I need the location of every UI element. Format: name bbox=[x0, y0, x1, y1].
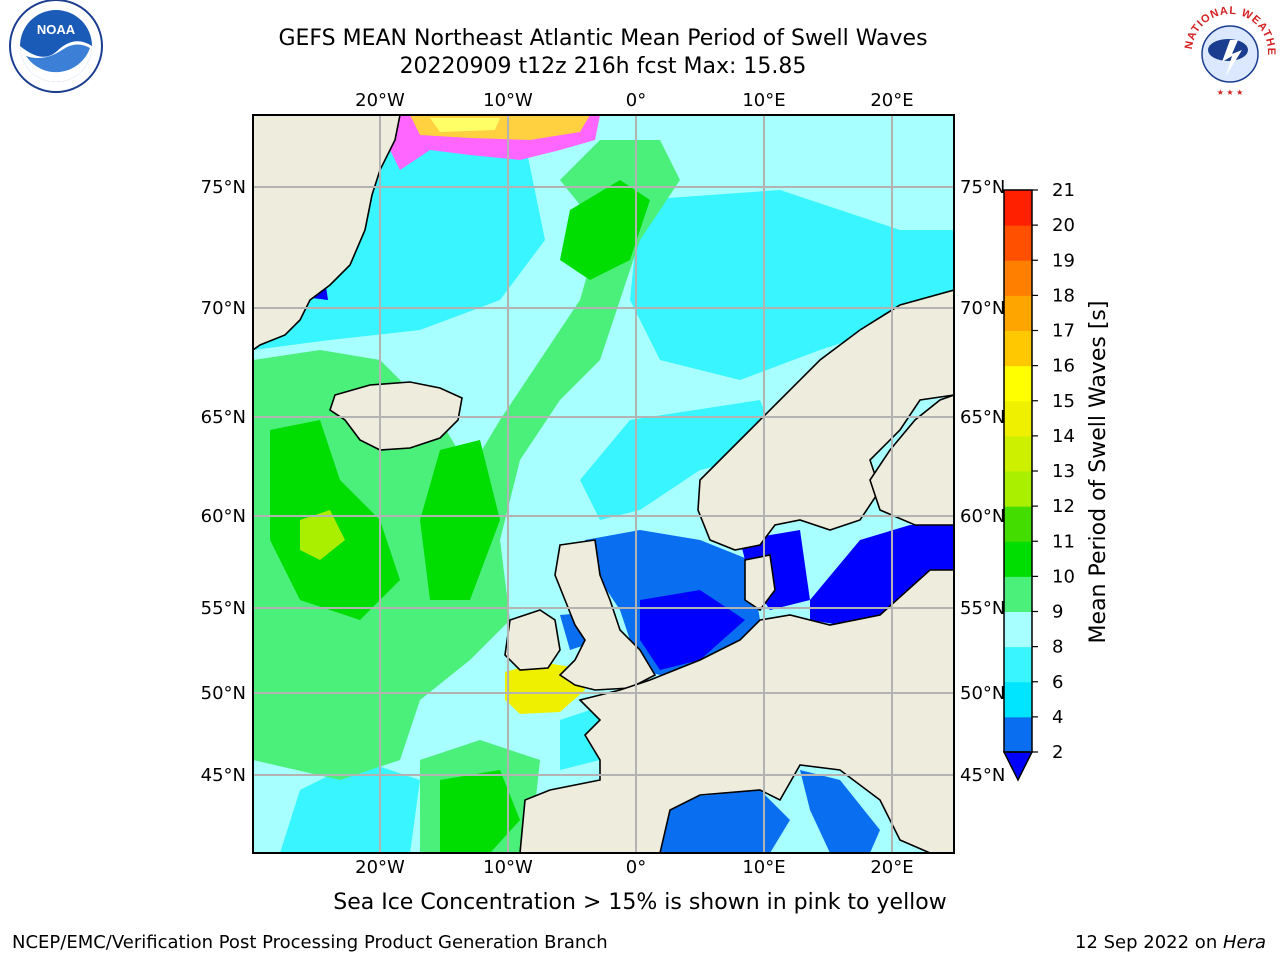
lat-label-left: 45°N bbox=[201, 765, 246, 786]
noaa-logo-text: NOAA bbox=[37, 22, 76, 37]
colorbar-segment bbox=[1004, 225, 1032, 261]
colorbar-tick-label: 12 bbox=[1052, 496, 1075, 517]
colorbar-segment bbox=[1004, 506, 1032, 542]
colorbar-segment bbox=[1004, 646, 1032, 683]
lat-label-left: 55°N bbox=[201, 598, 246, 619]
lat-label-left: 65°N bbox=[201, 407, 246, 428]
colorbar-segment bbox=[1004, 400, 1032, 437]
colorbar bbox=[1002, 189, 1034, 782]
colorbar-segment bbox=[1004, 330, 1032, 367]
colorbar-tick-label: 8 bbox=[1052, 637, 1063, 658]
lat-label-right: 50°N bbox=[960, 683, 1005, 704]
denmark bbox=[744, 554, 776, 612]
lon-label-bottom: 10°W bbox=[483, 857, 533, 878]
colorbar-tick-label: 20 bbox=[1052, 215, 1075, 236]
colorbar-tick-label: 9 bbox=[1052, 602, 1063, 623]
svg-text:★ ★ ★: ★ ★ ★ bbox=[1217, 88, 1244, 97]
colorbar-title: Mean Period of Swell Waves [s] bbox=[1086, 301, 1111, 644]
lon-label-bottom: 0° bbox=[626, 857, 646, 878]
footer-date: 12 Sep 2022 on Hera bbox=[1075, 932, 1266, 953]
lon-label-top: 10°E bbox=[742, 90, 785, 111]
colorbar-segment bbox=[1004, 611, 1032, 648]
ireland bbox=[504, 609, 561, 671]
nws-logo: NATIONAL WEATHER SERVICE ★ ★ ★ bbox=[1180, 0, 1276, 98]
lat-label-right: 70°N bbox=[960, 298, 1005, 319]
colorbar-segment bbox=[1004, 295, 1032, 331]
colorbar-tick-label: 18 bbox=[1052, 285, 1075, 306]
scandinavia bbox=[697, 289, 954, 551]
footer-date-text: 12 Sep 2022 on bbox=[1075, 932, 1223, 953]
lat-labels-left: 75°N 70°N 65°N 60°N 55°N 50°N 45°N bbox=[201, 177, 246, 786]
swell-field-12-13s bbox=[300, 510, 345, 560]
map-frame bbox=[252, 114, 955, 854]
lat-label-left: 70°N bbox=[201, 298, 246, 319]
lat-label-right: 65°N bbox=[960, 407, 1005, 428]
lat-label-right: 55°N bbox=[960, 598, 1005, 619]
colorbar-tick-labels: 2 4 6 8 9 10 11 12 13 14 15 16 17 18 19 20 21 bbox=[1032, 180, 1075, 763]
colorbar-tick-label: 4 bbox=[1052, 707, 1063, 728]
lon-label-top: 20°E bbox=[870, 90, 913, 111]
colorbar-segment bbox=[1004, 541, 1032, 577]
colorbar-tick-label: 21 bbox=[1052, 180, 1075, 201]
noaa-logo: NOAA bbox=[9, 0, 103, 93]
colorbar-segment bbox=[1004, 576, 1032, 612]
lat-label-right: 45°N bbox=[960, 765, 1005, 786]
lat-label-left: 60°N bbox=[201, 506, 246, 527]
swell-field-2-4s bbox=[305, 280, 954, 853]
colorbar-tick-label: 14 bbox=[1052, 426, 1075, 447]
continental-europe bbox=[519, 569, 954, 853]
colorbar-segment bbox=[1004, 471, 1032, 507]
lat-label-left: 75°N bbox=[201, 177, 246, 198]
colorbar-tick-label: 19 bbox=[1052, 250, 1075, 271]
colorbar-tick-label: 2 bbox=[1052, 742, 1063, 763]
lon-label-bottom: 20°E bbox=[870, 857, 913, 878]
sea-ice-note: Sea Ice Concentration > 15% is shown in … bbox=[333, 890, 947, 915]
lon-label-bottom: 20°W bbox=[355, 857, 405, 878]
colorbar-segment bbox=[1004, 260, 1032, 296]
graticule bbox=[253, 115, 954, 853]
colorbar-tick-label: 16 bbox=[1052, 356, 1075, 377]
lon-labels-top: 20°W 10°W 0° 10°E 20°E bbox=[355, 90, 913, 111]
map-subtitle: 20220909 t12z 216h fcst Max: 15.85 bbox=[399, 54, 807, 79]
great-britain bbox=[554, 539, 657, 691]
land bbox=[253, 115, 954, 853]
lat-label-right: 60°N bbox=[960, 506, 1005, 527]
map-field bbox=[253, 115, 954, 853]
colorbar-tick-label: 13 bbox=[1052, 461, 1075, 482]
lon-labels-bottom: 20°W 10°W 0° 10°E 20°E bbox=[355, 857, 913, 878]
map-title: GEFS MEAN Northeast Atlantic Mean Period… bbox=[278, 26, 928, 51]
colorbar-segment bbox=[1004, 190, 1032, 226]
colorbar-tick-label: 6 bbox=[1052, 672, 1063, 693]
colorbar-segment bbox=[1004, 681, 1032, 718]
lon-label-top: 0° bbox=[626, 90, 646, 111]
colorbar-segment bbox=[1004, 435, 1032, 472]
colorbar-segment bbox=[1004, 365, 1032, 402]
lat-labels-right: 75°N 70°N 65°N 60°N 55°N 50°N 45°N bbox=[960, 177, 1005, 786]
sea-ice-field bbox=[390, 115, 600, 170]
lon-label-top: 20°W bbox=[355, 90, 405, 111]
colorbar-tick-label: 15 bbox=[1052, 391, 1075, 412]
colorbar-tick-label: 17 bbox=[1052, 321, 1075, 342]
footer-producer: NCEP/EMC/Verification Post Processing Pr… bbox=[12, 932, 608, 953]
lon-label-bottom: 10°E bbox=[742, 857, 785, 878]
colorbar-segment bbox=[1004, 716, 1032, 753]
greenland bbox=[253, 115, 401, 351]
colorbar-extend-triangle bbox=[1002, 751, 1034, 782]
footer-host: Hera bbox=[1222, 932, 1266, 953]
lon-label-top: 10°W bbox=[483, 90, 533, 111]
lat-label-left: 50°N bbox=[201, 683, 246, 704]
lat-label-right: 75°N bbox=[960, 177, 1005, 198]
colorbar-tick-label: 10 bbox=[1052, 566, 1075, 587]
colorbar-tick-label: 11 bbox=[1052, 531, 1075, 552]
